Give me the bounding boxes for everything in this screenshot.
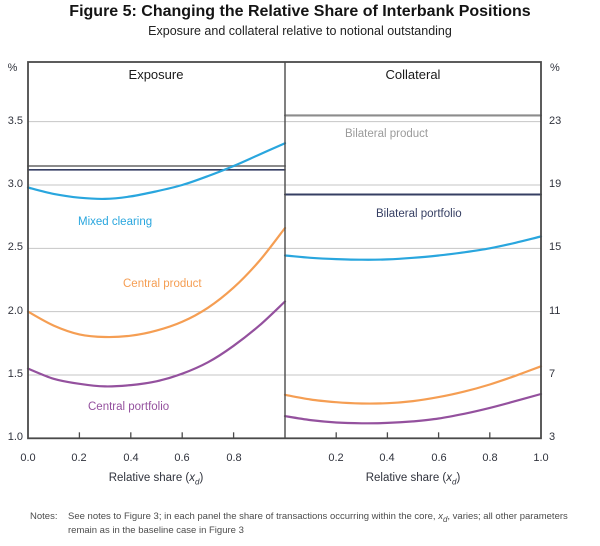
x-axis-title-text: Relative share ( — [108, 472, 190, 484]
x-tick: 0.2 — [328, 452, 344, 464]
x-axis-title-var: x — [446, 472, 452, 484]
x-axis-title-sub: d — [195, 477, 200, 487]
x-tick: 0.4 — [123, 452, 139, 464]
series-line-central-product-collateral — [283, 365, 543, 405]
label-bilateral-product: Bilateral product — [345, 128, 429, 140]
y-tick-right: 19 — [549, 178, 562, 190]
y-tick-left: 3.5 — [7, 115, 23, 127]
plot-frame — [27, 61, 542, 440]
x-tick: 0.8 — [482, 452, 498, 464]
x-axis-title-text: ) — [199, 472, 204, 484]
y-tick-right: 3 — [549, 431, 556, 443]
x-axis-title-right-panel: Relative share (xd) — [352, 472, 474, 486]
x-tick: 1.0 — [533, 452, 549, 464]
series-line-central-product-exposure — [26, 226, 287, 339]
series-line-mixed-clearing-exposure — [26, 142, 287, 201]
y-tick-left: 2.0 — [7, 305, 23, 317]
x-axis-title-text: ) — [456, 472, 461, 484]
label-central-product: Central product — [123, 278, 202, 290]
panel-title-collateral: Collateral — [385, 67, 441, 82]
x-tick: 0.8 — [226, 452, 242, 464]
x-axis-title-text: Relative share ( — [365, 472, 447, 484]
x-tick: 0.4 — [379, 452, 395, 464]
y-axis-unit-left: % — [7, 62, 18, 74]
x-tick: 0.6 — [174, 452, 190, 464]
y-axis-unit-right: % — [550, 62, 560, 74]
x-axis-title-left-panel: Relative share (xd) — [95, 472, 217, 486]
y-tick-right: 11 — [549, 305, 561, 317]
x-axis-title-sub: d — [452, 477, 457, 487]
x-axis-title-var: x — [189, 472, 195, 484]
y-tick-right: 15 — [549, 241, 562, 253]
x-tick: 0.6 — [431, 452, 447, 464]
notes-text-part: , varies; all other parameters remain as… — [68, 511, 568, 537]
notes-sub: d — [442, 514, 448, 524]
series-line-mixed-clearing-collateral — [283, 235, 543, 261]
label-mixed-clearing: Mixed clearing — [78, 216, 153, 228]
x-tick: 0.0 — [20, 452, 36, 464]
notes-text-part: See notes to Figure 3; in each panel the… — [68, 511, 439, 522]
y-tick-left: 2.5 — [7, 241, 23, 253]
y-tick-left: 3.0 — [7, 178, 23, 190]
y-tick-right: 7 — [549, 368, 556, 380]
label-central-portfolio: Central portfolio — [88, 401, 170, 413]
notes-var: x — [438, 511, 443, 522]
figure-title: Figure 5: Changing the Relative Share of… — [69, 3, 531, 20]
y-tick-left: 1.5 — [7, 368, 23, 380]
series-line-central-portfolio-exposure — [26, 300, 287, 388]
panel-title-exposure: Exposure — [128, 67, 184, 82]
notes-label: Notes: — [30, 511, 58, 522]
y-tick-right: 23 — [549, 115, 562, 127]
y-tick-left: 1.0 — [7, 431, 23, 443]
x-tick: 0.2 — [71, 452, 87, 464]
figure-subtitle: Exposure and collateral relative to noti… — [148, 24, 452, 38]
label-bilateral-portfolio: Bilateral portfolio — [376, 208, 462, 220]
notes-text: See notes to Figure 3; in each panel the… — [68, 511, 580, 538]
series-line-central-portfolio-collateral — [283, 392, 543, 425]
